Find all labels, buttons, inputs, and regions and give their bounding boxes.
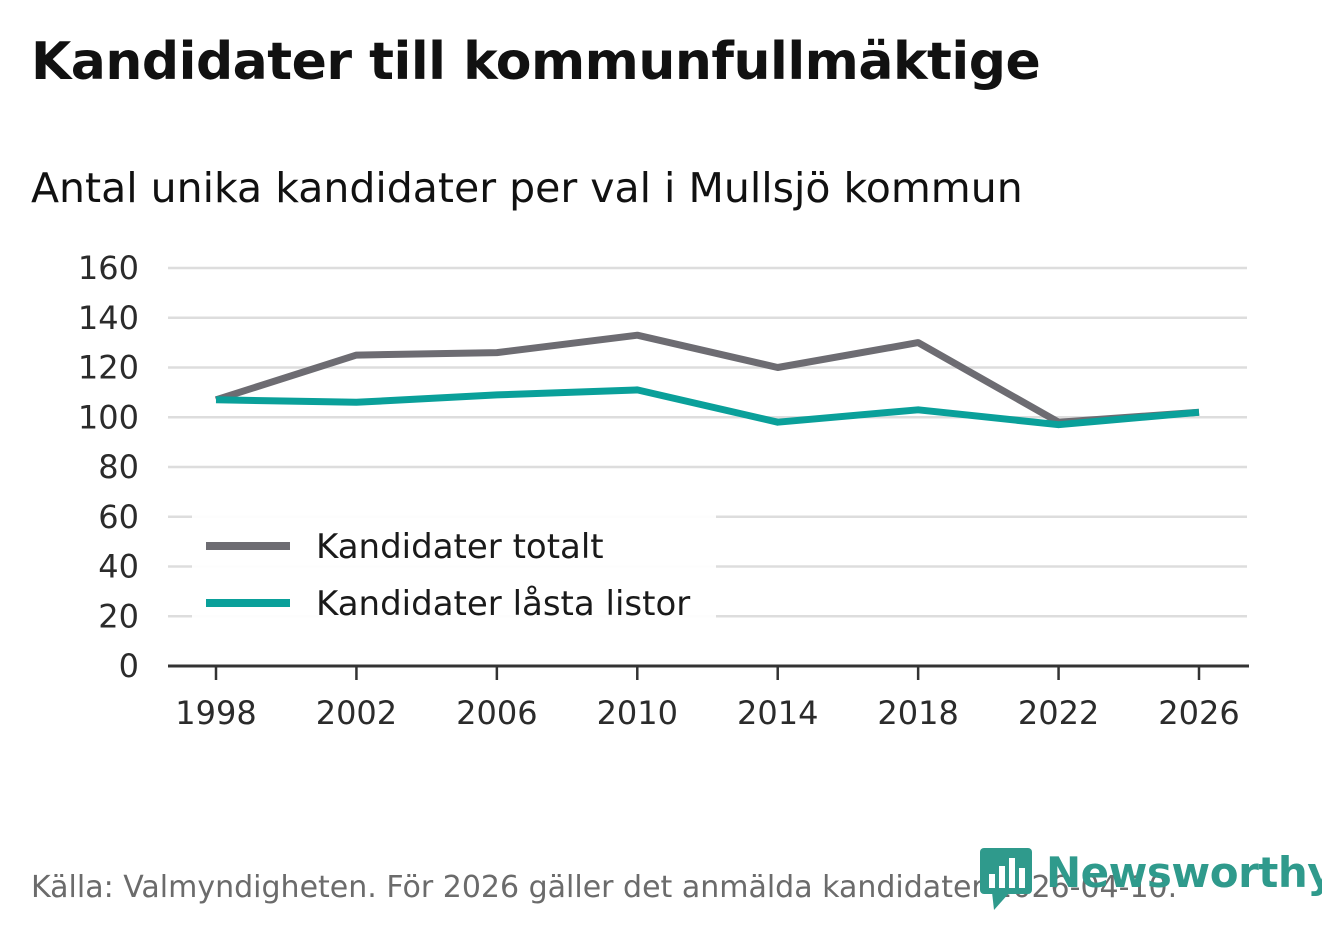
y-tick-label: 100 [78,398,139,436]
x-tick-label: 2022 [1018,694,1099,732]
y-tick-label: 20 [98,597,139,635]
x-tick-label: 2006 [456,694,537,732]
y-axis-ticks: 0 20 40 60 80 100 120 140 160 [78,249,139,685]
chart-subtitle: Antal unika kandidater per val i Mullsjö… [31,164,1023,212]
x-tick-label: 2014 [737,694,818,732]
brand-name: Newsworthy [1046,848,1322,897]
y-tick-label: 0 [119,647,139,685]
x-tick-label: 2010 [597,694,678,732]
y-tick-label: 120 [78,349,139,387]
y-tick-label: 40 [98,548,139,586]
y-tick-label: 60 [98,498,139,536]
series-line-2 [215,386,1200,429]
legend-label: Kandidater totalt [316,527,604,567]
x-tick-label: 2026 [1158,694,1239,732]
x-tick-label: 2002 [316,694,397,732]
legend: Kandidater totalt Kandidater låsta listor [192,515,716,625]
legend-label: Kandidater låsta listor [316,584,690,624]
y-tick-label: 160 [78,249,139,287]
x-tick-label: 2018 [877,694,958,732]
series-lines [214,331,1200,429]
brand-logo: Newsworthy [980,848,1322,912]
chart-title: Kandidater till kommunfullmäktige [31,32,1041,92]
gridlines [168,266,1249,668]
y-tick-label: 140 [78,299,139,337]
newsworthy-logo-icon [980,848,1032,910]
x-axis-ticks: 1998 2002 2006 2010 2014 2018 2022 2026 [175,666,1240,732]
x-tick-label: 1998 [175,694,256,732]
series-line-1 [214,331,1200,426]
y-tick-label: 80 [98,448,139,486]
